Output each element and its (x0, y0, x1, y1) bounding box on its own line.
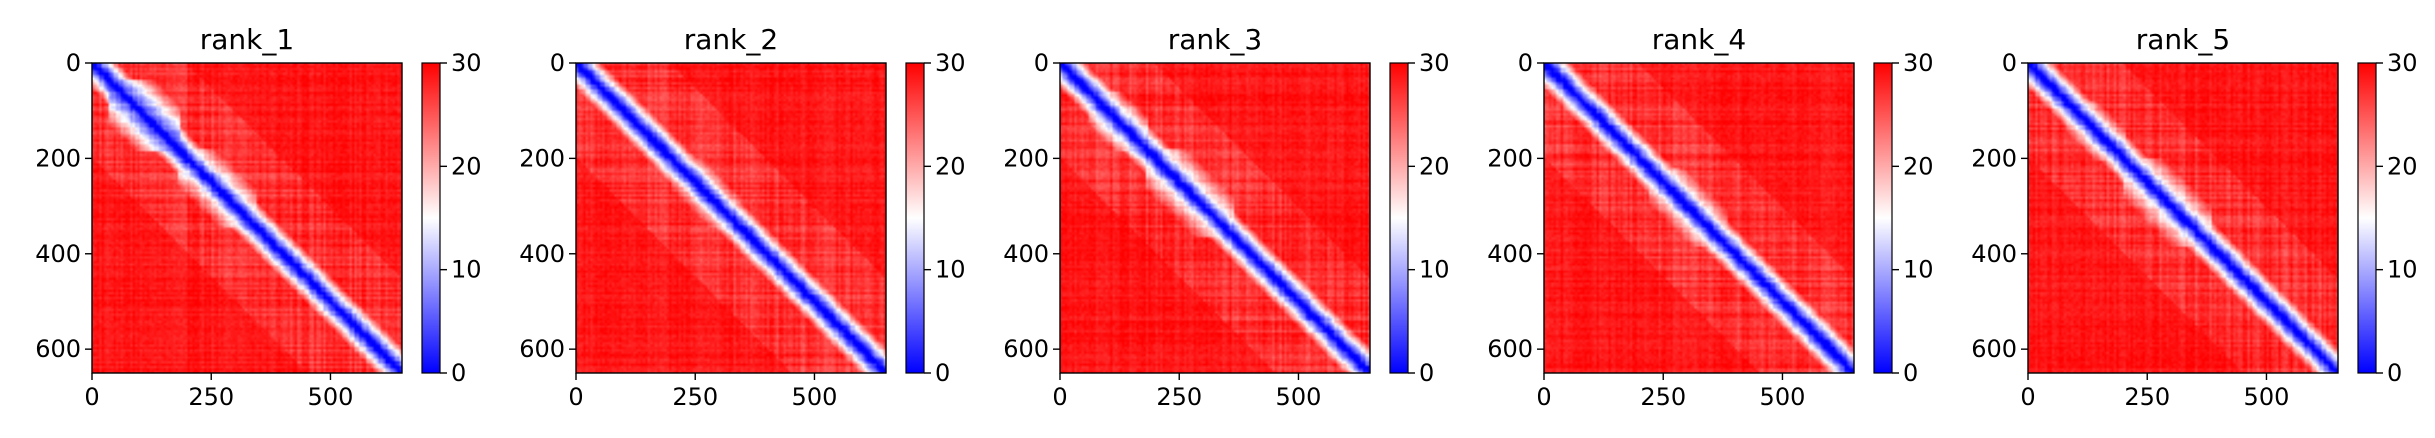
y-tick-label: 600 (1487, 335, 1533, 363)
x-tick-label: 250 (2124, 383, 2170, 411)
colorbar-tick-label: 10 (451, 256, 482, 284)
x-tick-label: 500 (1760, 383, 1806, 411)
x-tick-label: 500 (2244, 383, 2290, 411)
colorbar-tick-label: 10 (2387, 256, 2418, 284)
colorbar (421, 62, 441, 374)
heatmap-image (1544, 63, 1854, 373)
y-tick-label: 400 (1971, 240, 2017, 268)
panel-title: rank_3 (1168, 23, 1262, 56)
x-tick-label: 0 (568, 383, 583, 411)
heatmap-image (1060, 63, 1370, 373)
x-tick-label: 500 (792, 383, 838, 411)
heatmap-image (92, 63, 402, 373)
y-tick-label: 0 (2002, 49, 2017, 77)
x-tick-label: 250 (1640, 383, 1686, 411)
x-tick-label: 250 (188, 383, 234, 411)
panel-title: rank_5 (2136, 23, 2230, 56)
colorbar-tick-label: 30 (451, 49, 482, 77)
y-tick-label: 600 (1003, 335, 1049, 363)
x-tick-label: 0 (1536, 383, 1551, 411)
axes-frame (575, 62, 887, 374)
x-tick-label: 500 (308, 383, 354, 411)
y-tick-label: 600 (35, 335, 81, 363)
axes-frame (1543, 62, 1855, 374)
colorbar-tick-label: 20 (1903, 152, 1934, 180)
colorbar-tick-label: 0 (1903, 359, 1918, 387)
colorbar-tick-label: 20 (935, 152, 966, 180)
y-tick-label: 400 (519, 240, 565, 268)
colorbar-tick-label: 30 (1419, 49, 1450, 77)
axes-frame (91, 62, 403, 374)
colorbar-tick-label: 0 (451, 359, 466, 387)
x-tick-label: 0 (1052, 383, 1067, 411)
colorbar-tick-label: 10 (1903, 256, 1934, 284)
panel-title: rank_2 (684, 23, 778, 56)
colorbar-tick-label: 10 (935, 256, 966, 284)
colorbar-tick-label: 30 (2387, 49, 2418, 77)
colorbar-tick-label: 30 (935, 49, 966, 77)
y-tick-label: 0 (66, 49, 81, 77)
y-tick-label: 400 (1487, 240, 1533, 268)
x-tick-label: 0 (2020, 383, 2035, 411)
heatmap-image (576, 63, 886, 373)
colorbar-tick-label: 0 (2387, 359, 2402, 387)
y-tick-label: 200 (1971, 144, 2017, 172)
y-tick-label: 0 (1034, 49, 1049, 77)
y-tick-label: 400 (1003, 240, 1049, 268)
y-tick-label: 600 (519, 335, 565, 363)
colorbar-tick-label: 20 (451, 152, 482, 180)
x-tick-label: 0 (84, 383, 99, 411)
y-tick-label: 200 (1003, 144, 1049, 172)
x-tick-label: 500 (1276, 383, 1322, 411)
y-tick-label: 200 (35, 144, 81, 172)
colorbar (1873, 62, 1893, 374)
colorbar (1389, 62, 1409, 374)
axes-frame (2027, 62, 2339, 374)
y-tick-label: 200 (519, 144, 565, 172)
y-tick-label: 0 (1518, 49, 1533, 77)
heatmap-image (2028, 63, 2338, 373)
y-tick-label: 400 (35, 240, 81, 268)
colorbar-tick-label: 0 (935, 359, 950, 387)
y-tick-label: 200 (1487, 144, 1533, 172)
y-tick-label: 0 (550, 49, 565, 77)
colorbar-tick-label: 10 (1419, 256, 1450, 284)
x-tick-label: 250 (672, 383, 718, 411)
axes-frame (1059, 62, 1371, 374)
panel-title: rank_1 (200, 23, 294, 56)
colorbar-tick-label: 20 (2387, 152, 2418, 180)
colorbar (905, 62, 925, 374)
colorbar-tick-label: 30 (1903, 49, 1934, 77)
colorbar-tick-label: 20 (1419, 152, 1450, 180)
colorbar-tick-label: 0 (1419, 359, 1434, 387)
x-tick-label: 250 (1156, 383, 1202, 411)
y-tick-label: 600 (1971, 335, 2017, 363)
panel-title: rank_4 (1652, 23, 1746, 56)
colorbar (2357, 62, 2377, 374)
